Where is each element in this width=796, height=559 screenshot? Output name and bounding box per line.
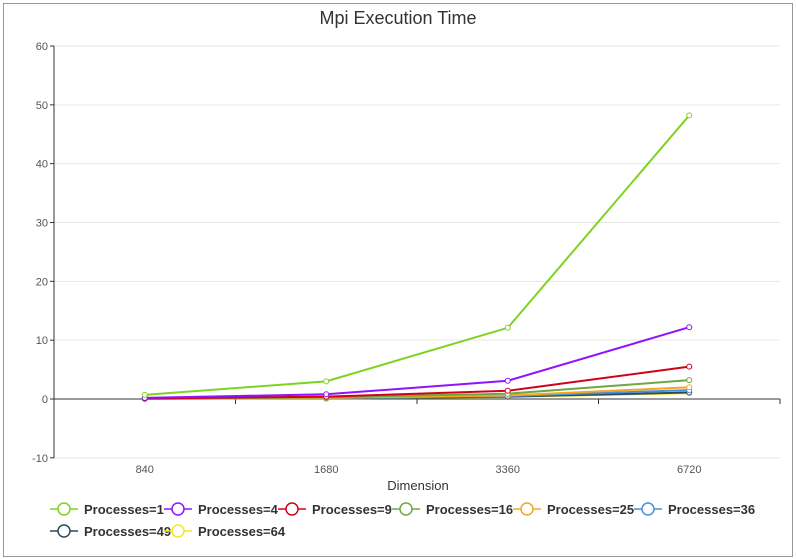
legend-label: Processes=36 [668, 502, 755, 517]
data-point[interactable] [686, 363, 693, 370]
x-tick-label: 6720 [677, 464, 701, 476]
data-point[interactable] [141, 391, 148, 398]
legend[interactable]: Processes=1 Processes=4 Processes=9 Process… [50, 502, 755, 539]
legend-item[interactable]: Processes=9 [278, 502, 392, 517]
y-tick-label: 10 [36, 335, 48, 347]
legend-label: Processes=9 [312, 502, 392, 517]
legend-label: Processes=64 [198, 524, 286, 539]
axes: -10 0 10 20 30 40 50 60 840 1680 3360 6720 [32, 41, 781, 476]
data-point[interactable] [504, 324, 511, 331]
y-tick-label: -10 [32, 453, 48, 465]
y-tick-label: 50 [36, 100, 48, 112]
legend-label: Processes=49 [84, 524, 171, 539]
x-tick-label: 3360 [496, 464, 520, 476]
legend-swatch-marker [520, 502, 534, 516]
chart-title: Mpi Execution Time [319, 8, 476, 28]
data-point[interactable] [686, 324, 693, 331]
y-tick-label: 30 [36, 218, 48, 230]
series-processes-1[interactable] [141, 112, 693, 398]
legend-label: Processes=16 [426, 502, 513, 517]
series-line [144, 114, 691, 396]
data-point[interactable] [323, 391, 330, 398]
x-tick-label: 840 [136, 464, 154, 476]
legend-item[interactable]: Processes=25 [513, 502, 634, 517]
data-point[interactable] [504, 387, 511, 394]
data-point[interactable] [504, 377, 511, 384]
legend-item[interactable]: Processes=1 [50, 502, 164, 517]
legend-item[interactable]: Processes=16 [392, 502, 513, 517]
legend-label: Processes=25 [547, 502, 634, 517]
chart-frame: Mpi Execution Time -10 0 10 20 30 40 50 60 840 16… [3, 3, 793, 557]
y-tick-label: 60 [36, 41, 48, 53]
legend-swatch-marker [57, 502, 71, 516]
legend-swatch-marker [57, 524, 71, 538]
legend-swatch-marker [641, 502, 655, 516]
x-tick-label: 1680 [314, 464, 338, 476]
series-processes-4[interactable] [141, 324, 693, 401]
legend-swatch-marker [171, 524, 185, 538]
series-lines [141, 112, 693, 402]
data-point[interactable] [686, 384, 693, 391]
legend-item[interactable]: Processes=4 [164, 502, 279, 517]
y-tick-label: 20 [36, 276, 48, 288]
legend-label: Processes=1 [84, 502, 164, 517]
line-chart: Mpi Execution Time -10 0 10 20 30 40 50 60 840 16… [32, 8, 781, 539]
legend-item[interactable]: Processes=64 [164, 524, 286, 539]
legend-swatch-marker [171, 502, 185, 516]
y-tick-label: 0 [42, 394, 48, 406]
legend-item[interactable]: Processes=49 [50, 524, 171, 539]
legend-swatch-marker [285, 502, 299, 516]
data-point[interactable] [323, 378, 330, 385]
legend-item[interactable]: Processes=36 [634, 502, 755, 517]
y-tick-label: 40 [36, 159, 48, 171]
legend-swatch-marker [399, 502, 413, 516]
data-point[interactable] [686, 377, 693, 384]
legend-label: Processes=4 [198, 502, 279, 517]
grid-lines [54, 45, 780, 459]
series-line [144, 365, 690, 400]
x-axis-title: Dimension [387, 478, 448, 493]
series-line [144, 326, 690, 399]
data-point[interactable] [686, 112, 693, 119]
